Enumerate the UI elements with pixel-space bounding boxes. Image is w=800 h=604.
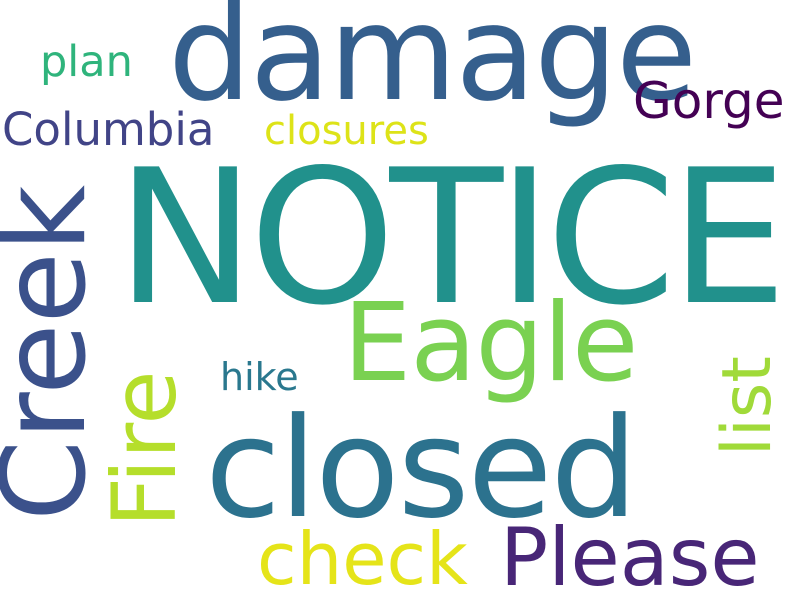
word-columbia: Columbia <box>2 103 215 156</box>
word-creek: Creek <box>0 184 112 522</box>
word-please: Please <box>500 511 760 604</box>
word-notice: NOTICE <box>116 129 787 346</box>
word-eagle: Eagle <box>343 281 638 406</box>
word-gorge: Gorge <box>633 72 785 130</box>
word-closed: closed <box>205 388 638 549</box>
word-damage: damage <box>168 0 697 131</box>
word-closures: closures <box>264 108 429 154</box>
word-list: list <box>708 356 787 456</box>
word-check: check <box>257 517 468 601</box>
word-fire: Fire <box>93 370 196 528</box>
word-hike: hike <box>220 355 299 399</box>
word-plan: plan <box>40 37 133 87</box>
